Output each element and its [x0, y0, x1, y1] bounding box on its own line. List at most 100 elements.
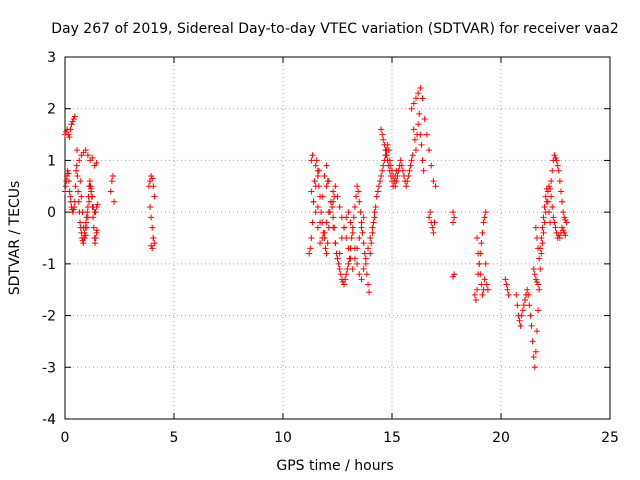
data-point [68, 121, 75, 128]
data-point [480, 286, 487, 293]
data-point [111, 198, 118, 205]
data-point [528, 322, 535, 329]
data-point [524, 286, 531, 293]
data-point [362, 255, 369, 262]
data-point [431, 219, 438, 226]
data-point [150, 183, 157, 190]
data-point [480, 219, 487, 226]
data-point [520, 302, 527, 309]
data-point [537, 245, 544, 252]
data-point [551, 152, 558, 159]
data-point [537, 266, 544, 273]
data-point [151, 193, 158, 200]
data-point [423, 131, 430, 138]
data-point [392, 172, 399, 179]
data-point [306, 250, 313, 257]
data-point [329, 203, 336, 210]
data-point [482, 260, 489, 267]
data-point [82, 147, 89, 154]
data-point [483, 281, 490, 288]
data-point [417, 131, 424, 138]
data-point [311, 178, 318, 185]
data-point [398, 162, 405, 169]
data-point [64, 167, 71, 174]
data-point [477, 271, 484, 278]
data-point [349, 266, 356, 273]
data-point [374, 188, 381, 195]
data-point [475, 250, 482, 257]
data-point [535, 307, 542, 314]
data-point [349, 229, 356, 236]
y-tick-label: 2 [47, 102, 56, 118]
data-point [308, 235, 315, 241]
data-point [559, 224, 566, 231]
data-point [366, 289, 373, 296]
data-point [94, 201, 101, 208]
data-point [81, 235, 88, 241]
data-point [323, 162, 330, 169]
data-point [69, 118, 76, 125]
data-point [80, 240, 87, 247]
data-point [383, 152, 390, 159]
data-point [386, 167, 393, 174]
data-point [334, 255, 341, 262]
data-point [75, 188, 82, 195]
data-point [391, 178, 398, 185]
data-point [404, 178, 411, 185]
data-point [73, 147, 80, 154]
data-point [502, 276, 509, 283]
data-point [412, 147, 419, 154]
data-point [67, 126, 74, 133]
data-point [315, 167, 322, 174]
data-point [322, 245, 329, 252]
data-point [432, 183, 439, 190]
data-point [409, 152, 416, 159]
data-point [541, 203, 548, 210]
data-point [66, 188, 73, 195]
data-point [406, 167, 413, 174]
data-point [527, 312, 534, 319]
data-point [379, 131, 386, 138]
data-point [70, 116, 77, 123]
data-point [365, 281, 372, 288]
data-point [354, 183, 361, 190]
plot-frame [64, 56, 611, 420]
data-point [72, 183, 79, 190]
data-point [420, 167, 427, 174]
data-point [79, 209, 86, 216]
y-tick-label: -1 [42, 257, 56, 273]
data-point [355, 188, 362, 195]
data-point [81, 229, 88, 236]
data-point [538, 250, 545, 257]
data-point [148, 242, 155, 249]
data-point [429, 224, 436, 231]
x-axis-label: GPS time / hours [276, 458, 393, 474]
data-point [426, 147, 433, 154]
data-point [85, 198, 92, 205]
data-point [349, 224, 356, 231]
data-point [148, 214, 155, 221]
data-point [89, 154, 96, 161]
data-point [86, 178, 93, 185]
data-points [62, 85, 570, 371]
x-tick-label: 5 [170, 430, 179, 446]
data-point [151, 240, 158, 247]
data-point [66, 134, 73, 141]
data-point [415, 90, 422, 97]
data-point [540, 214, 547, 221]
data-point [370, 219, 377, 226]
data-point [556, 178, 563, 185]
data-point [325, 209, 332, 216]
data-point [65, 131, 72, 138]
data-point [321, 229, 328, 236]
data-point [408, 105, 415, 112]
data-point [535, 281, 542, 288]
data-point [416, 110, 423, 117]
data-point [312, 183, 319, 190]
data-point [70, 206, 77, 213]
data-point [77, 219, 84, 226]
data-point [331, 193, 338, 200]
data-point [324, 178, 331, 185]
data-point [354, 260, 361, 267]
data-point [65, 170, 72, 177]
